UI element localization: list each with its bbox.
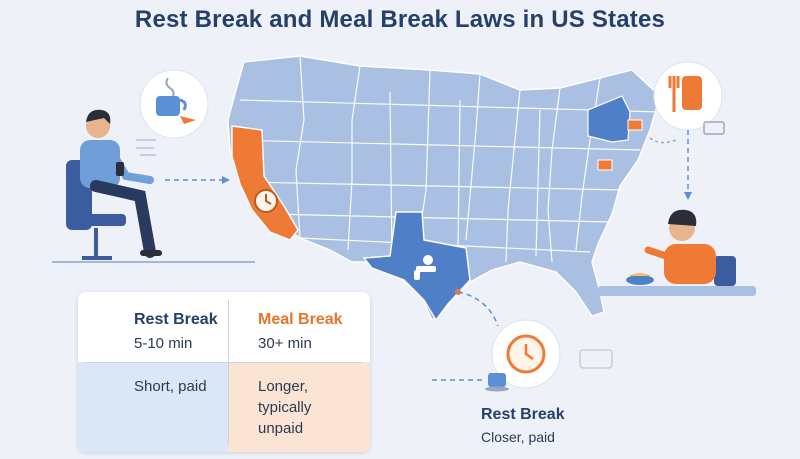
state-new-jersey [597, 159, 613, 171]
page-title: Rest Break and Meal Break Laws in US Sta… [134, 6, 666, 33]
clock-icon [254, 189, 278, 213]
meal-description-cell [228, 362, 370, 452]
state-texas [362, 211, 471, 322]
state-massachusetts [627, 119, 643, 131]
rest-break-duration: 5-10 min [134, 335, 193, 352]
table-surface [598, 286, 756, 296]
meal-break-duration: 30+ min [258, 335, 312, 352]
rest-break-heading: Rest Break [134, 311, 218, 328]
state-california [231, 125, 299, 241]
coffee-cup-icon [139, 69, 209, 139]
chat-lines [136, 139, 156, 156]
callout-subtext: Closer, paid [481, 429, 555, 445]
fork-knife-icon [653, 61, 723, 131]
row-divider [86, 362, 362, 363]
rest-header-cell [78, 292, 228, 362]
meal-break-heading: Meal Break [258, 311, 343, 328]
coffee-cup-small-icon [485, 373, 509, 392]
column-divider [228, 300, 229, 444]
meal-break-description: Longer, typically unpaid [258, 378, 312, 437]
laptop-outline [579, 349, 613, 369]
us-map [227, 55, 661, 322]
alarm-clock-icon [491, 319, 561, 389]
state-new-york [587, 95, 631, 143]
eating-worker-icon [626, 209, 736, 286]
meal-header-cell [228, 292, 370, 362]
break-comparison-card: Rest Break Meal Break 5-10 min 30+ min S… [78, 292, 370, 452]
rest-break-description: Short, paid [134, 378, 207, 395]
rest-description-cell [78, 362, 228, 452]
callout-heading: Rest Break [481, 406, 565, 423]
desk-worker-icon [66, 109, 162, 260]
worker-icon [414, 255, 436, 280]
